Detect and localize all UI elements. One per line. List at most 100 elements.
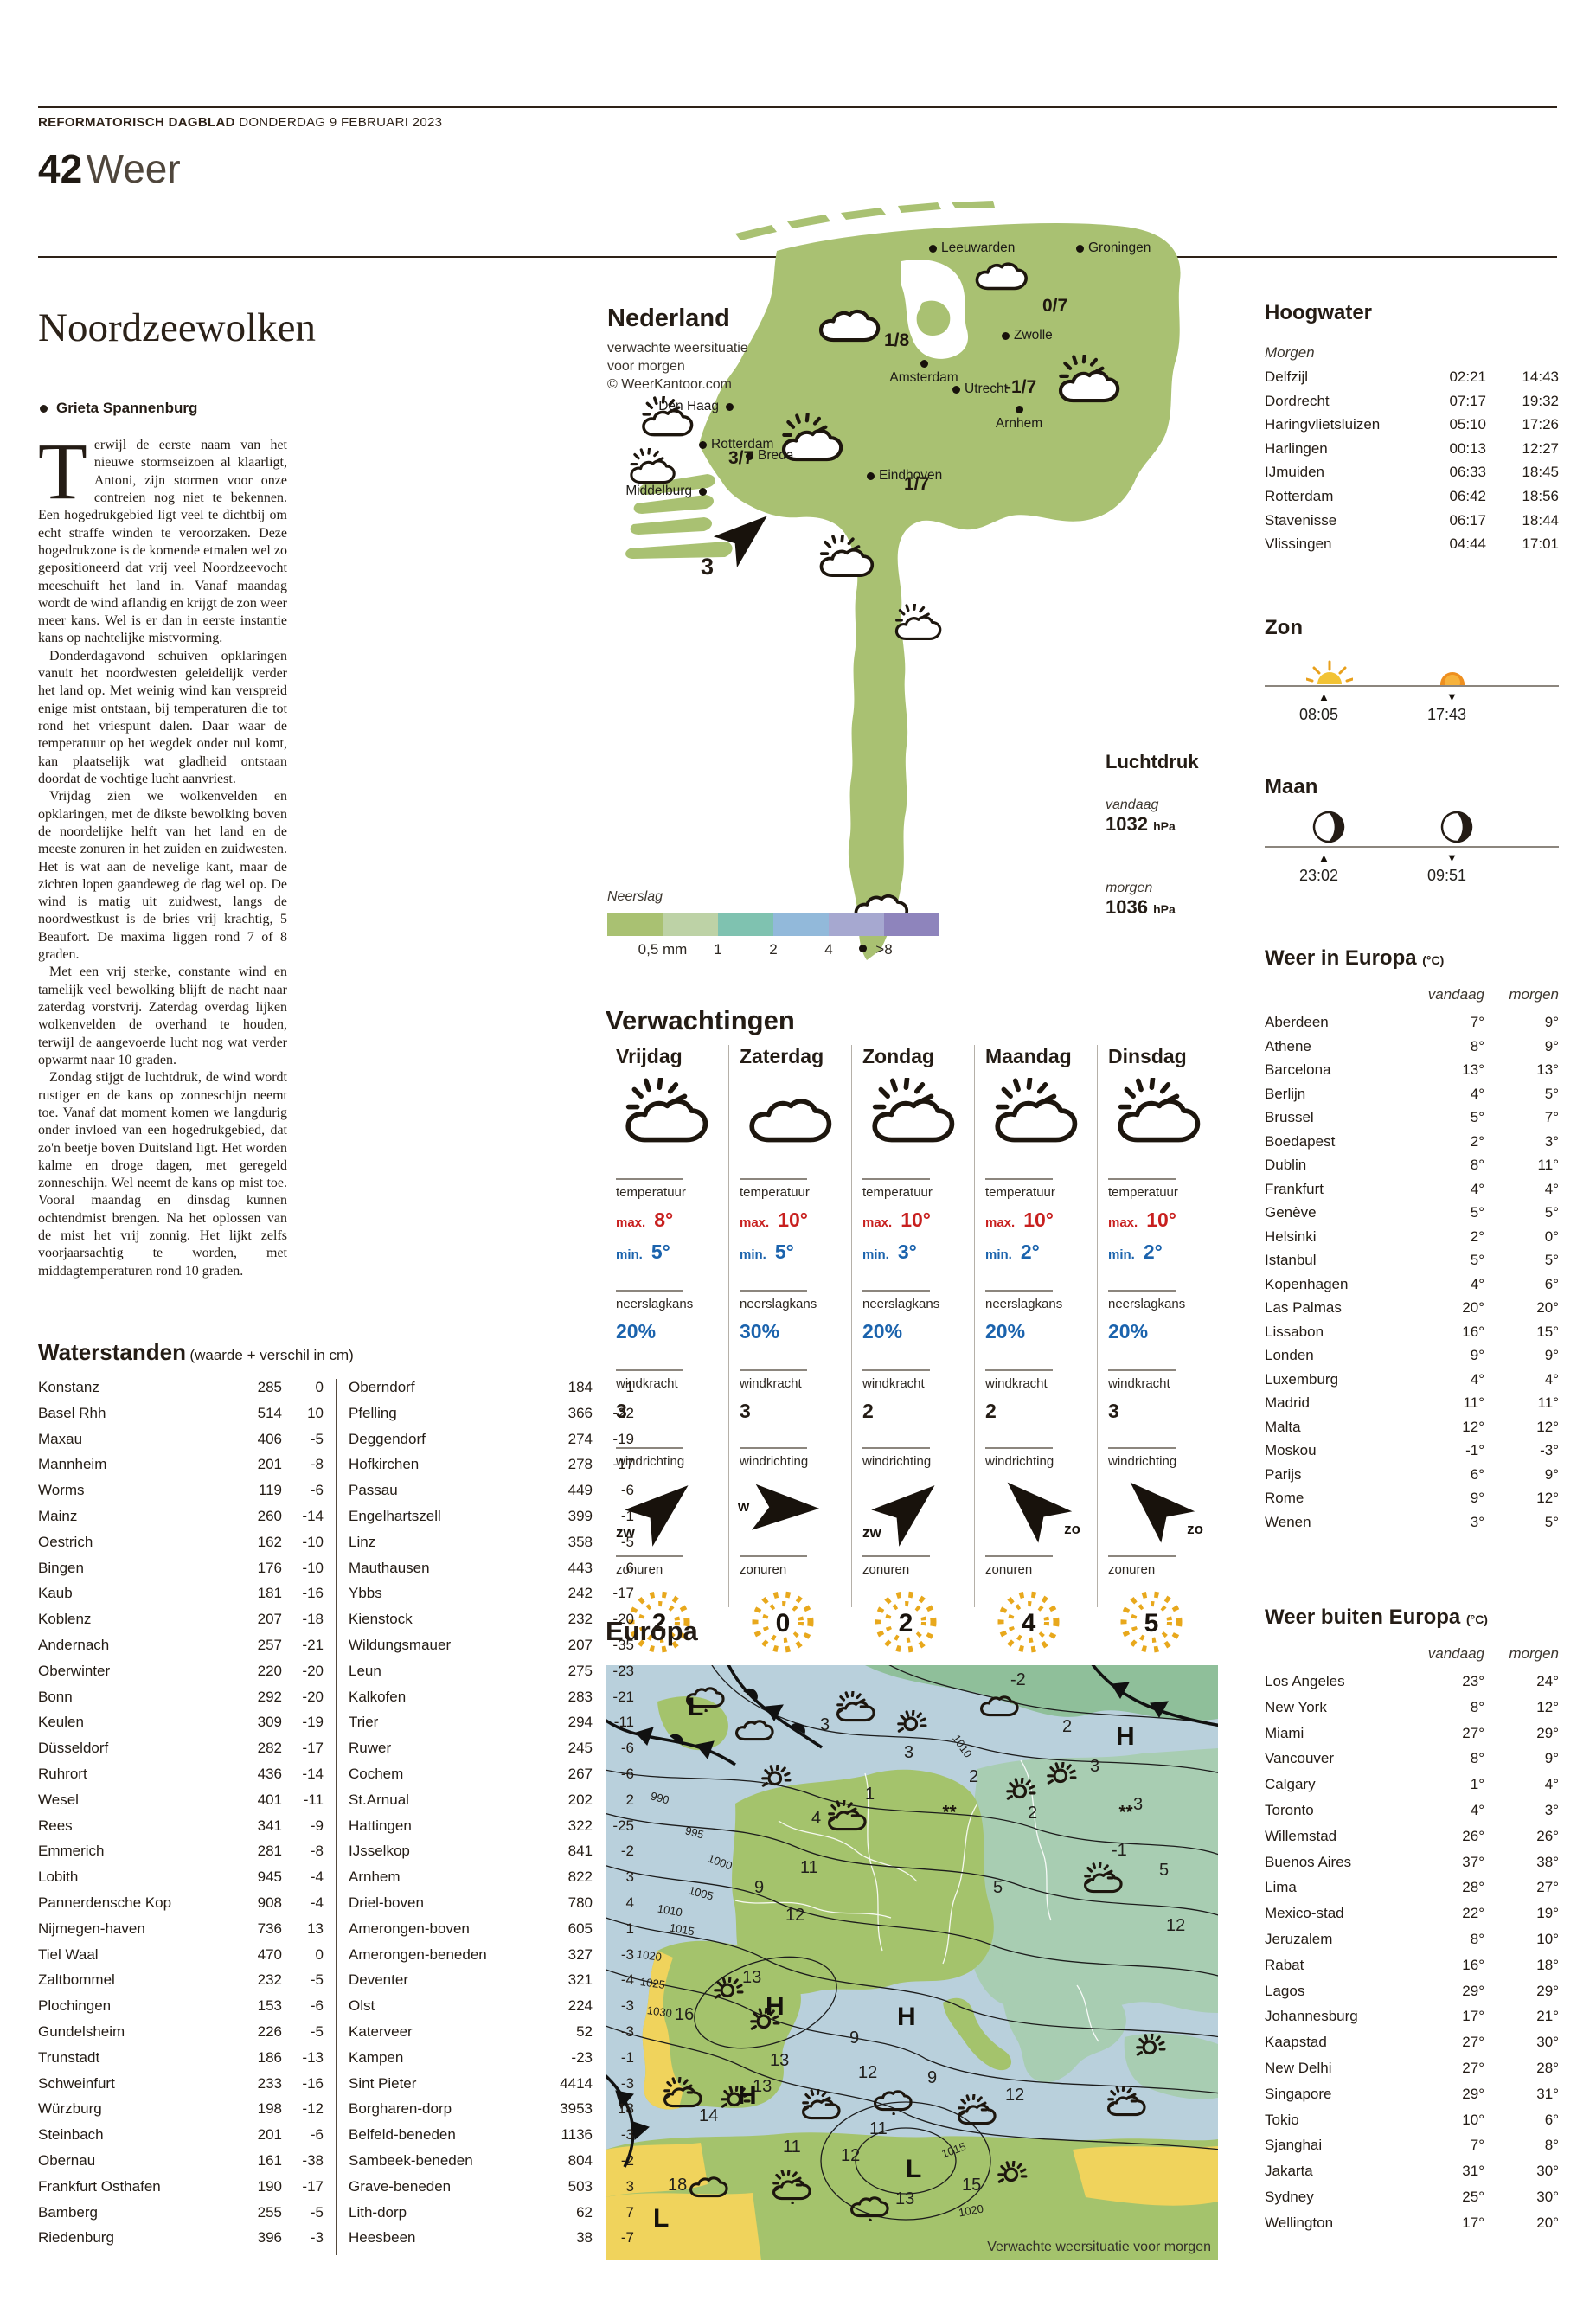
tide-location: Delfzijl [1265, 369, 1309, 385]
station-name: Trunstadt [38, 2048, 100, 2066]
temp-today: 25° [1462, 2188, 1484, 2205]
city-label: Utrecht [965, 381, 1008, 396]
station-value: 255 [257, 2203, 282, 2221]
station-name: Sambeek-beneden [349, 2151, 473, 2169]
city-name: Sydney [1265, 2188, 1314, 2205]
city-name: Frankfurt [1265, 1180, 1324, 1197]
station-name: Riedenburg [38, 2229, 114, 2247]
windforce-label: windkracht [862, 1369, 930, 1391]
windforce-label: windkracht [740, 1369, 807, 1391]
station-name: Linz [349, 1533, 376, 1550]
weather-icon: ** [969, 249, 1031, 296]
weer-buiten-table: Los Angeles 23° 24° New York 8° 12° Miam… [1265, 1673, 1559, 2240]
station-name: Ybbs [349, 1585, 382, 1602]
station-value: 257 [257, 1636, 282, 1653]
tide-time-2: 19:32 [1522, 392, 1559, 409]
max-temp: max. 10° [740, 1208, 808, 1231]
tide-time-2: 18:45 [1522, 464, 1559, 481]
temp-tomorrow: 18° [1536, 1956, 1559, 1973]
weather-icon: ** [1131, 2034, 1176, 2068]
city-temp-row: Madrid 11° 11° [1265, 1394, 1559, 1419]
station-name: Wesel [38, 1791, 79, 1808]
pressure-label: L [688, 1693, 704, 1721]
station-name: Borgharen-dorp [349, 2100, 452, 2118]
station-diff: -8 [310, 1843, 324, 1860]
station-value: 161 [257, 2151, 282, 2169]
station-value: 207 [567, 1636, 593, 1653]
city-name: Aberdeen [1265, 1014, 1329, 1030]
temp-today: 16° [1462, 1956, 1484, 1973]
tide-time-1: 06:42 [1449, 487, 1486, 504]
neerslag-legend: Neerslag 0,5 mm 1 2 4 >8 [607, 889, 971, 967]
paragraph: Zondag stijgt de luchtdruk, de wind word… [38, 1070, 287, 1279]
map-credit: © WeerKantoor.com [607, 376, 732, 392]
neerslag-label: Neerslag [607, 889, 663, 904]
city-temp-row: Genève 5° 5° [1265, 1204, 1559, 1228]
city-temp-row: Athene 8° 9° [1265, 1038, 1559, 1062]
waterstanden-header: Waterstanden (waarde + verschil in cm) [38, 1339, 354, 1366]
station-value: 321 [567, 1971, 593, 1989]
station-name: Lith-dorp [349, 2203, 407, 2221]
day-name: Vrijdag [616, 1045, 683, 1067]
min-temp: min. 3° [862, 1240, 917, 1263]
max-temp: max. 10° [985, 1208, 1054, 1231]
city-temp-row: Lissabon 16° 15° [1265, 1324, 1559, 1348]
tide-row: IJmuiden 06:33 18:45 [1265, 464, 1559, 488]
city-name: Vancouver [1265, 1750, 1335, 1767]
temp-tomorrow: 5° [1544, 1513, 1559, 1530]
station-name: St.Arnual [349, 1791, 409, 1808]
weather-icon: ** [685, 2167, 730, 2202]
weather-icon: ** [813, 535, 877, 583]
waterstand-row: Kalkofen 283 -21 [349, 1689, 634, 1715]
weather-icon: ** [993, 2161, 1038, 2195]
waterstand-row: Bamberg 255 -5 [38, 2204, 324, 2230]
waterstand-row: Amerongen-beneden 327 -3 [349, 1946, 634, 1972]
waterstand-row: Leun 275 -23 [349, 1663, 634, 1689]
waterstand-row: Linz 358 -5 [349, 1534, 634, 1560]
station-diff: -5 [310, 2022, 324, 2040]
unit-label: (°C) [1422, 953, 1445, 967]
luchtdruk-block: Luchtdruk vandaag 1032 hPa morgen 1036 h… [1106, 751, 1235, 919]
city-temp-row: Aberdeen 7° 9° [1265, 1014, 1559, 1038]
station-value: 285 [257, 1379, 282, 1395]
city-label: Breda [758, 448, 794, 463]
city-name: Las Palmas [1265, 1299, 1342, 1316]
station-name: IJsselkop [349, 1843, 410, 1860]
temp-label: 12 [1166, 1916, 1186, 1935]
temp-today: 27° [1462, 2059, 1484, 2076]
hoogwater-subtitle: Morgen [1265, 344, 1315, 361]
tide-time-1: 04:44 [1449, 535, 1486, 553]
temp-tomorrow: -3° [1540, 1442, 1559, 1458]
temp-today: 8° [1470, 1930, 1484, 1947]
city-temp-row: Frankfurt 4° 4° [1265, 1181, 1559, 1205]
city-name: Genève [1265, 1204, 1317, 1221]
city-dot-icon [929, 245, 937, 253]
weather-icon: ** [846, 2187, 891, 2221]
station-diff: -2 [620, 2151, 634, 2169]
temperature-label: temperatuur [862, 1178, 933, 1200]
city-name: Lissabon [1265, 1323, 1324, 1340]
waterstand-row: Wildungsmauer 207 -35 [349, 1637, 634, 1663]
city-name: Boedapest [1265, 1132, 1336, 1150]
tide-row: Haringvlietsluizen 05:10 17:26 [1265, 416, 1559, 440]
weer-europa-colheads: vandaag morgen [1265, 986, 1559, 1003]
station-value: 443 [567, 1559, 593, 1576]
station-name: Keulen [38, 1714, 84, 1731]
wind-direction: zo [985, 1476, 1080, 1543]
station-diff: -17 [612, 1585, 634, 1602]
waterstand-row: Tiel Waal 470 0 [38, 1946, 324, 1972]
station-diff: -3 [620, 2022, 634, 2040]
tide-time-2: 18:44 [1522, 511, 1559, 529]
waterstand-row: Olst 224 -3 [349, 1997, 634, 2023]
tide-row: Delfzijl 02:21 14:43 [1265, 369, 1559, 393]
city-name: Athene [1265, 1037, 1311, 1054]
station-value: 4414 [560, 2074, 593, 2092]
min-temp: min. 2° [1108, 1240, 1163, 1263]
waterstand-row: Trier 294 -11 [349, 1714, 634, 1740]
col-today: vandaag [1427, 1645, 1484, 1662]
temp-today: 11° [1463, 1394, 1484, 1411]
svg-text:**: ** [1118, 1802, 1133, 1822]
temp-label: 12 [858, 2063, 878, 2082]
temp-tomorrow: 6° [1544, 1275, 1559, 1292]
neerslag-segment [829, 913, 884, 936]
